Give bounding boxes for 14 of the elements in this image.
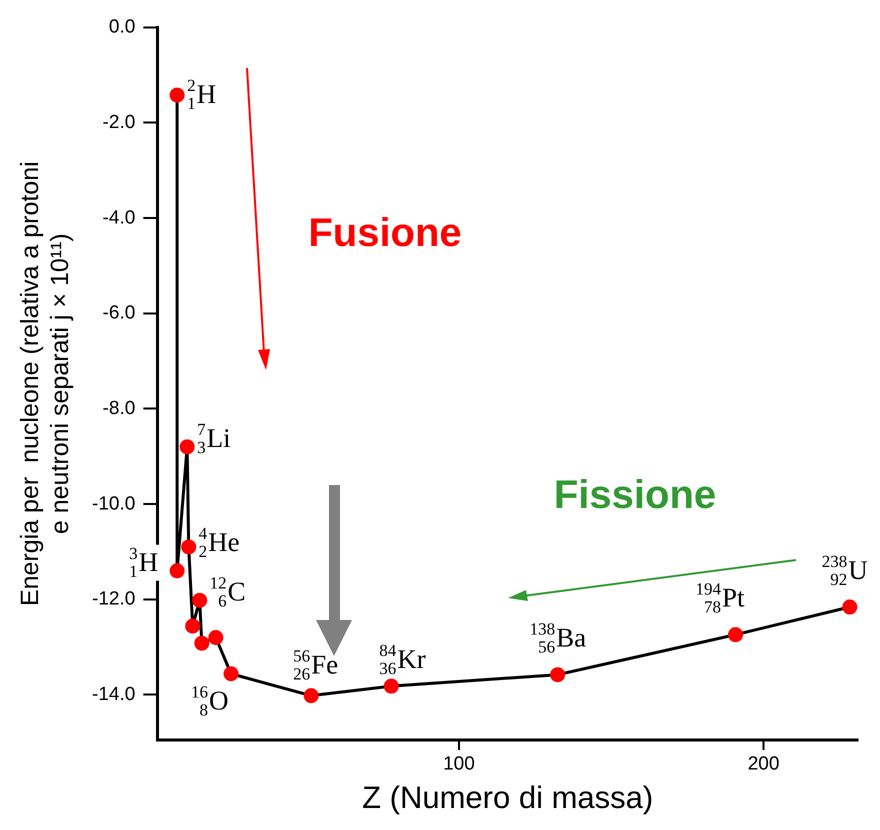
- annotation: Fusione: [308, 211, 462, 256]
- annotation: Fissione: [554, 473, 716, 518]
- y-tick-label: -2.0: [102, 112, 136, 133]
- y-tick-label: -12.0: [92, 588, 136, 610]
- y-tick-label: -14.0: [92, 684, 136, 705]
- x-tick-label: 100: [443, 754, 475, 775]
- y-axis-title: Energia per nucleone (relativa a protoni e neutroni separati j × 10¹¹): [16, 161, 74, 606]
- y-tick-label: -4.0: [102, 207, 136, 228]
- y-tick-label: -10.0: [92, 493, 136, 514]
- y-tick-label: -6.0: [102, 302, 136, 324]
- y-tick-label: -8.0: [102, 398, 136, 419]
- y-tick-label: 0.0: [108, 16, 136, 38]
- x-axis-title: Z (Numero di massa): [362, 780, 654, 815]
- x-tick-label: 200: [748, 754, 780, 775]
